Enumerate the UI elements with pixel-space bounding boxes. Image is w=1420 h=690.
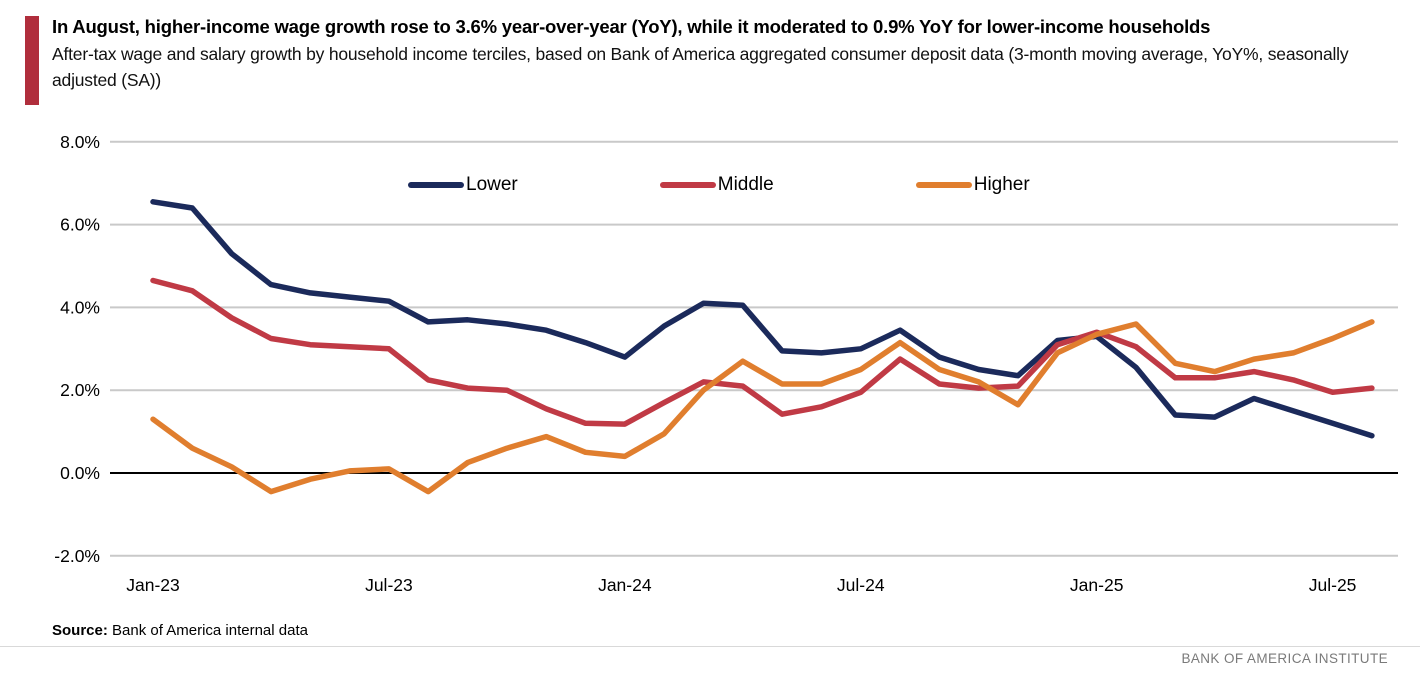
x-axis-tick-label: Jan-25 [1070,575,1124,595]
y-axis-tick-label: 2.0% [60,380,100,400]
legend-swatch-lower [408,182,464,188]
y-axis-tick-label: 4.0% [60,297,100,317]
x-axis-tick-label: Jul-23 [365,575,413,595]
y-axis-tick-label: 6.0% [60,215,100,235]
legend-label: Middle [717,174,774,195]
source-line: Source: Bank of America internal data [52,622,308,639]
x-axis-tick-label: Jan-23 [126,575,180,595]
page-title: In August, higher-income wage growth ros… [52,16,1211,37]
x-axis-tick-label: Jul-25 [1309,575,1357,595]
source-label: Source: [52,622,108,639]
legend-swatch-middle [659,182,716,188]
title-block: In August, higher-income wage growth ros… [52,14,1392,93]
x-axis-tick-label: Jul-24 [837,575,885,595]
source-text: Bank of America internal data [107,622,308,639]
y-axis-tick-label: 0.0% [60,463,100,483]
page-subtitle: After-tax wage and salary growth by hous… [52,44,1349,90]
legend-label: Higher [973,174,1030,195]
legend-item-middle: Middle [659,174,774,196]
legend-item-higher: Higher [915,174,1030,196]
line-series-middle [150,277,1375,427]
y-axis-tick-label: -2.0% [54,546,100,566]
title-accent-bar [25,16,39,105]
x-axis-tick-label: Jan-24 [598,575,652,595]
line-series-lower [150,199,1375,439]
legend-label: Lower [466,174,518,195]
footer-brand: BANK OF AMERICA INSTITUTE [1181,651,1388,666]
legend-item-lower: Lower [408,174,518,196]
footer-divider [0,646,1420,647]
legend-swatch-higher [915,182,972,188]
line-series-higher [150,319,1375,495]
y-axis-tick-label: 8.0% [60,132,100,152]
chart-legend: Lower Middle Higher [408,174,1030,196]
